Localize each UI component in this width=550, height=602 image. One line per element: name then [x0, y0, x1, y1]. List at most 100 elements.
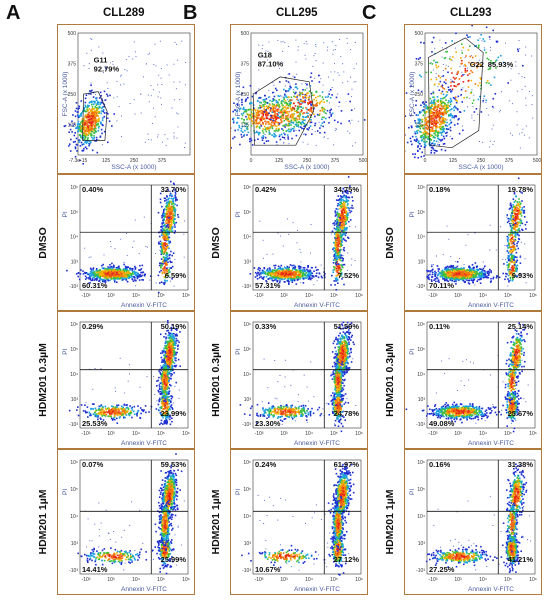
event-dot [75, 137, 78, 140]
event-dot [259, 121, 261, 123]
event-dot [429, 112, 432, 115]
event-dot [88, 144, 90, 147]
event-dot [293, 126, 295, 128]
event-dot [420, 155, 423, 158]
event-dot [523, 134, 525, 136]
event-dot [456, 108, 459, 110]
event-dot [277, 276, 280, 278]
event-dot [108, 272, 110, 275]
event-dot [432, 147, 434, 150]
gate-percent: 92.79% [94, 64, 120, 73]
event-dot [288, 233, 290, 235]
event-dot [413, 112, 416, 114]
event-dot [275, 269, 278, 272]
event-dot [164, 274, 167, 277]
event-dot [441, 120, 444, 122]
event-dot [336, 279, 339, 282]
event-dot [280, 272, 283, 274]
event-dot [97, 127, 100, 129]
event-dot [270, 274, 273, 276]
event-dot [263, 276, 265, 278]
event-dot [415, 114, 418, 116]
event-dot [350, 109, 353, 111]
event-dot [473, 94, 475, 96]
event-dot [302, 278, 305, 280]
event-dot [416, 125, 419, 127]
event-dot [265, 101, 267, 104]
event-dot [270, 122, 273, 124]
event-dot [463, 65, 465, 67]
event-dot [334, 277, 337, 280]
event-dot [283, 124, 285, 127]
event-dot [430, 129, 433, 132]
event-dot [117, 277, 119, 279]
event-dot [85, 121, 88, 123]
event-dot [165, 234, 168, 236]
event-dot [83, 128, 85, 131]
event-dot [263, 56, 265, 58]
event-dot [442, 112, 445, 114]
event-dot [292, 113, 295, 116]
event-dot [350, 192, 352, 194]
event-dot [429, 135, 432, 137]
event-dot [436, 131, 439, 134]
event-dot [158, 74, 160, 76]
event-dot [277, 39, 279, 41]
event-dot [164, 244, 166, 247]
event-dot [117, 273, 120, 275]
event-dot [334, 248, 337, 250]
event-dot [158, 291, 160, 294]
event-dot [107, 274, 109, 276]
event-dot [92, 267, 95, 269]
event-dot [442, 126, 444, 128]
event-dot [435, 77, 437, 78]
event-dot [256, 100, 259, 102]
event-dot [287, 218, 288, 220]
event-dot [450, 85, 452, 87]
event-dot [262, 271, 264, 273]
event-dot [83, 107, 86, 109]
event-dot [300, 123, 303, 126]
event-dot [169, 267, 171, 269]
event-dot [279, 276, 282, 278]
event-dot [336, 214, 338, 216]
event-dot [488, 36, 491, 38]
event-dot [163, 228, 165, 230]
event-dot [336, 262, 339, 265]
event-dot [81, 122, 84, 124]
event-dot [439, 112, 441, 114]
y-axis-label: FSC-A (x 1000) [235, 72, 242, 117]
event-dot [444, 107, 446, 110]
y-tick-label: 10⁵ [70, 210, 78, 216]
event-dot [283, 94, 285, 96]
event-dot [168, 215, 170, 218]
event-dot [430, 134, 432, 136]
event-dot [249, 140, 251, 143]
event-dot [116, 120, 118, 122]
event-dot [477, 84, 479, 87]
event-dot [478, 44, 480, 47]
event-dot [308, 108, 311, 111]
event-dot [298, 115, 300, 117]
event-dot [291, 277, 293, 280]
event-dot [289, 85, 292, 88]
event-dot [271, 126, 273, 128]
event-dot [444, 103, 446, 105]
event-dot [232, 118, 234, 120]
event-dot [266, 112, 269, 114]
x-tick-label: -7.3e-15 [69, 158, 88, 164]
event-dot [282, 269, 285, 272]
event-dot [93, 112, 96, 114]
event-dot [173, 285, 175, 287]
y-tick-label: 250 [241, 92, 250, 98]
event-dot [126, 266, 128, 269]
event-dot [338, 268, 341, 270]
event-dot [163, 276, 166, 278]
event-dot [77, 272, 80, 274]
event-dot [236, 110, 238, 113]
event-dot [157, 134, 159, 136]
event-dot [76, 150, 78, 152]
event-dot [299, 248, 301, 250]
event-dot [276, 280, 278, 283]
event-dot [336, 212, 339, 215]
